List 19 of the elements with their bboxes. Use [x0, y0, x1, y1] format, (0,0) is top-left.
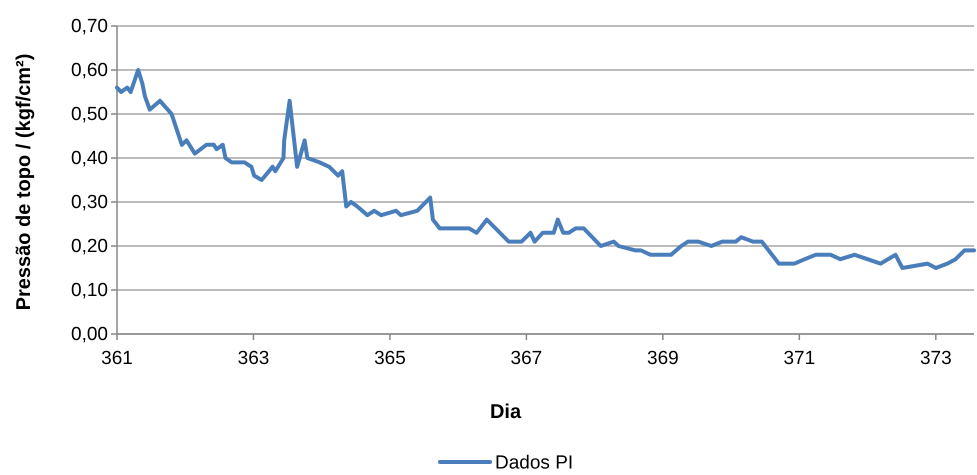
line-series — [115, 68, 976, 270]
x-tick-label: 367 — [510, 348, 542, 369]
y-tick-label: 0,30 — [71, 192, 108, 214]
x-tick-label: 371 — [783, 348, 816, 369]
y-axis-title: Pressão de topo / (kgf/cm²) — [13, 54, 35, 310]
y-tick-label: 0,00 — [71, 324, 108, 346]
x-tick-label: 369 — [647, 348, 679, 369]
y-tick-label: 0,20 — [71, 236, 108, 258]
y-tick-label: 0,60 — [71, 60, 108, 82]
y-tick-label: 0,10 — [71, 280, 108, 302]
x-tick-label: 373 — [920, 348, 952, 369]
y-tick-label: 0,70 — [71, 16, 108, 38]
x-tick-label: 361 — [101, 348, 133, 369]
x-axis-title: Dia — [490, 401, 522, 423]
y-tick-label: 0,50 — [71, 104, 108, 126]
y-tick-label: 0,40 — [71, 148, 108, 170]
x-tick-label: 365 — [374, 348, 406, 369]
x-tick-label: 363 — [238, 348, 270, 369]
legend-label: Dados PI — [495, 452, 574, 474]
